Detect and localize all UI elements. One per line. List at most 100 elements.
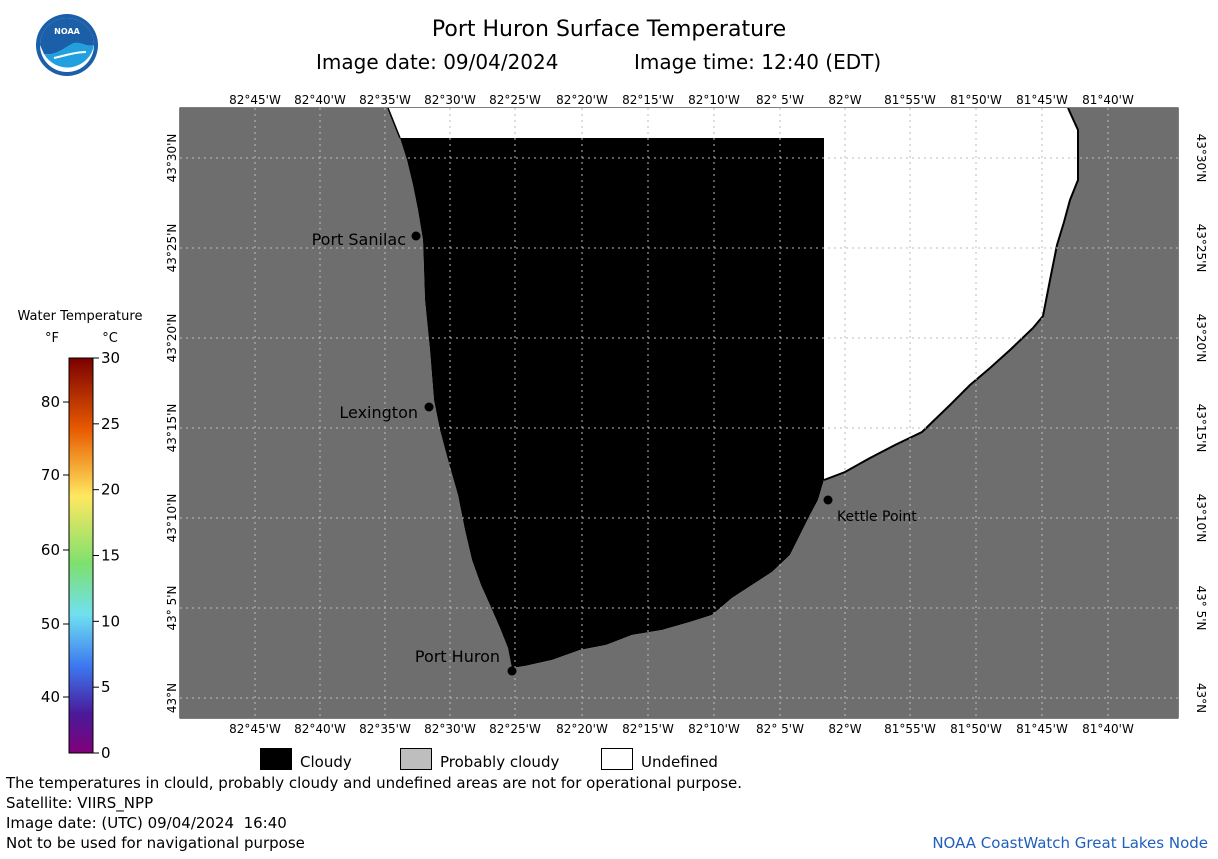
navigation-warning: Not to be used for navigational purpose [6,834,305,852]
city-marker [411,231,421,241]
land-michigan [180,108,512,718]
colorbar-c-tick: 5 [101,678,111,696]
lon-label-bottom: 82°W [828,722,861,736]
latitude-labels-right: 43°30'N 43°25'N 43°20'N 43°15'N 43°10'N 43° 5… [1194,134,1208,714]
city-label: Port Sanilac [312,230,406,249]
lon-label-top: 82° 5'W [756,93,804,107]
lon-label-bottom: 82°45'W [229,722,281,736]
noaa-logo: NOAA [36,14,98,76]
lat-label-left: 43°N [165,683,179,713]
lon-label-top: 82°15'W [622,93,674,107]
city-port-huron: Port Huron [415,647,517,676]
legend-cloudy-label: Cloudy [300,753,352,771]
legend-undefined-label: Undefined [641,753,718,771]
lon-label-top: 82°30'W [424,93,476,107]
longitude-labels-top: 82°45'W 82°40'W 82°35'W 82°30'W 82°25'W 82°20… [229,93,1134,107]
city-label: Kettle Point [837,509,917,525]
lon-label-top: 82°10'W [688,93,740,107]
lon-label-top: 81°40'W [1082,93,1134,107]
lon-label-top: 82°40'W [294,93,346,107]
colorbar-c-tick: 25 [101,415,120,433]
satellite-text: Satellite: VIIRS_NPP [6,794,154,812]
chart-title: Port Huron Surface Temperature [431,17,787,42]
lon-label-bottom: 82°40'W [294,722,346,736]
colorbar-f-tick: 60 [41,541,60,559]
legend-cloudy-swatch [260,748,292,770]
lat-label-left: 43°20'N [165,314,179,363]
colorbar-f-tick: 50 [41,615,60,633]
utc-date-text: Image date: (UTC) 09/04/2024 16:40 [6,814,287,832]
colorbar: Water Temperature °F °C 8070605040302520… [18,309,143,760]
land-ontario [512,108,1178,718]
map: 82°45'W 82°40'W 82°35'W 82°30'W 82°25'W 82°20… [165,93,1208,736]
disclaimer-text: The temperatures in clould, probably clo… [6,774,743,792]
latitude-labels-left: 43°30'N 43°25'N 43°20'N 43°15'N 43°10'N 43° 5… [165,134,179,714]
lat-label-right: 43°20'N [1194,314,1208,363]
longitude-labels-bottom: 82°45'W 82°40'W 82°35'W 82°30'W 82°25'W 82°20… [229,722,1134,736]
city-lexington: Lexington [339,402,434,422]
city-label: Port Huron [415,647,500,666]
undefined-region [388,108,1078,480]
city-marker [507,666,517,676]
lon-label-top: 82°45'W [229,93,281,107]
map-grid [180,108,1178,718]
lon-label-bottom: 82°10'W [688,722,740,736]
lat-label-left: 43°15'N [165,404,179,453]
lon-label-top: 82°20'W [556,93,608,107]
lon-label-top: 82°35'W [359,93,411,107]
colorbar-c-tick: 30 [101,349,120,367]
lon-label-bottom: 81°50'W [950,722,1002,736]
lon-label-bottom: 82°25'W [489,722,541,736]
lon-label-top: 81°45'W [1016,93,1068,107]
city-label: Lexington [339,403,418,422]
lat-label-right: 43°15'N [1194,404,1208,453]
lat-label-right: 43°N [1194,683,1208,713]
colorbar-title: Water Temperature [18,309,143,324]
lat-label-left: 43°10'N [165,494,179,543]
image-time: Image time: 12:40 (EDT) [634,50,882,74]
city-markers: Port Sanilac Lexington Kettle Point Port Hu… [312,230,917,676]
lat-label-right: 43°10'N [1194,494,1208,543]
colorbar-f-tick: 40 [41,688,60,706]
lon-label-bottom: 81°45'W [1016,722,1068,736]
svg-text:NOAA: NOAA [54,27,80,36]
lon-label-top: 82°25'W [489,93,541,107]
colorbar-c-tick: 0 [101,744,111,760]
colorbar-f-tick: 70 [41,466,60,484]
shoreline-east [823,107,1079,481]
lon-label-bottom: 82°15'W [622,722,674,736]
colorbar-c-tick: 15 [101,547,120,565]
city-kettle-point: Kettle Point [823,495,917,525]
lon-label-top: 82°W [828,93,861,107]
colorbar-c-tick: 10 [101,612,120,630]
lon-label-bottom: 82°30'W [424,722,476,736]
colorbar-f-tick: 80 [41,393,60,411]
cloud-region [400,138,824,668]
city-port-sanilac: Port Sanilac [312,230,421,249]
colorbar-c-tick: 20 [101,481,120,499]
lat-label-right: 43°25'N [1194,224,1208,273]
lon-label-top: 81°55'W [884,93,936,107]
city-marker [424,402,434,412]
colorbar-unit-f: °F [45,331,59,346]
legend-probably-cloudy-label: Probably cloudy [440,753,560,771]
legend-undefined-swatch [601,748,633,770]
lon-label-bottom: 82°35'W [359,722,411,736]
lon-label-top: 81°50'W [950,93,1002,107]
lat-label-right: 43°30'N [1194,134,1208,183]
colorbar-unit-c: °C [102,331,118,346]
lat-label-left: 43°30'N [165,134,179,183]
lat-label-left: 43° 5'N [165,586,179,631]
lat-label-left: 43°25'N [165,224,179,273]
shoreline-west [387,107,401,139]
lon-label-bottom: 82°20'W [556,722,608,736]
city-marker [823,495,833,505]
credit-link[interactable]: NOAA CoastWatch Great Lakes Node [932,834,1208,852]
lat-label-right: 43° 5'N [1194,586,1208,631]
image-date: Image date: 09/04/2024 [316,50,559,74]
lon-label-bottom: 81°55'W [884,722,936,736]
lon-label-bottom: 81°40'W [1082,722,1134,736]
lon-label-bottom: 82° 5'W [756,722,804,736]
legend-probably-cloudy-swatch [400,748,432,770]
